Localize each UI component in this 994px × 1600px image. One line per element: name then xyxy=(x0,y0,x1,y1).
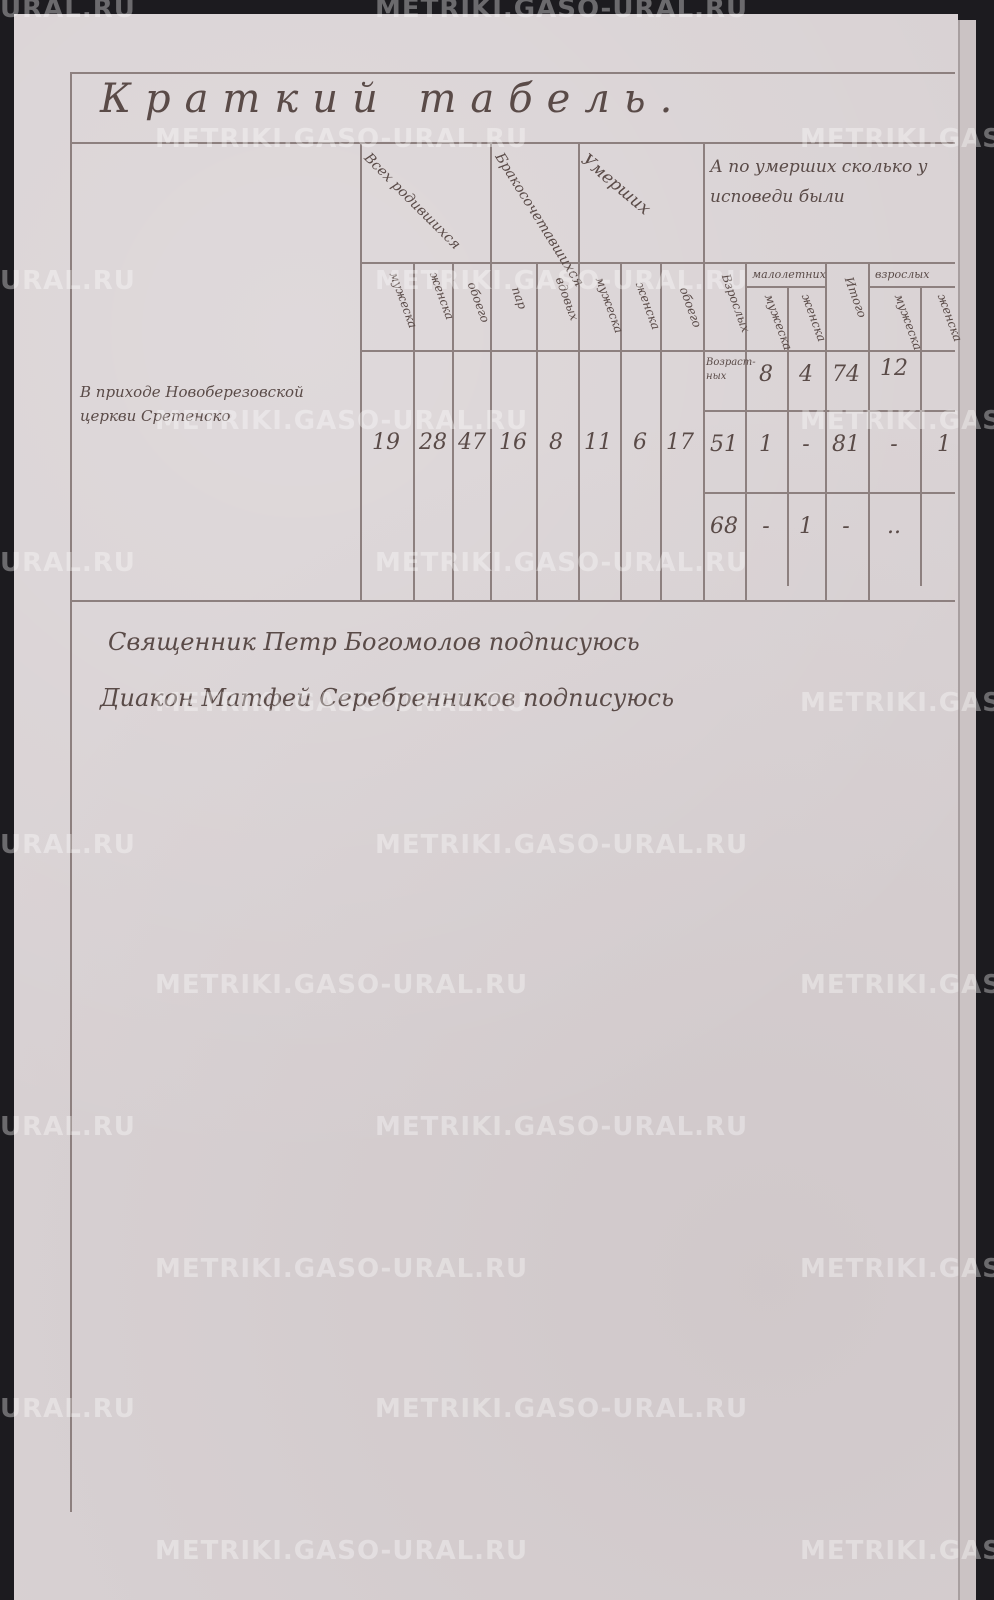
table-border-top xyxy=(70,72,955,74)
col-line xyxy=(745,262,747,600)
col-line xyxy=(536,262,538,600)
group-header-divider xyxy=(360,262,955,264)
upper-row-label: Возраст-ных xyxy=(706,357,756,382)
watermark: METRIKI.GASO-URAL.RU xyxy=(155,970,529,1000)
watermark: METRIKI.GASO-URAL.RU xyxy=(800,1536,994,1566)
watermark: URAL.RU xyxy=(0,830,136,860)
cell-value: - xyxy=(762,514,770,539)
row-divider-lower xyxy=(703,492,955,494)
watermark: METRIKI.GASO-URAL.RU xyxy=(375,548,749,578)
row-divider-upper xyxy=(703,410,955,412)
page-edge xyxy=(958,20,976,1600)
watermark: METRIKI.GASO-URAL.RU xyxy=(800,124,994,154)
watermark: METRIKI.GASO-URAL.RU xyxy=(155,1536,529,1566)
watermark: METRIKI.GASO-URAL.RU xyxy=(800,970,994,1000)
cell-value: 6 xyxy=(633,430,647,455)
cell-value: 28 xyxy=(419,430,447,455)
label-column-divider xyxy=(360,142,362,600)
col-line xyxy=(825,262,827,600)
cell-value: 19 xyxy=(372,430,400,455)
signature-deacon: Диакон Матфей Серебренников подписуюсь xyxy=(100,684,675,712)
watermark: URAL.RU xyxy=(0,0,136,24)
cell-value: .. xyxy=(887,514,901,539)
document-title: Краткий табель. xyxy=(100,76,687,122)
cell-value: 1 xyxy=(759,432,773,457)
title-divider xyxy=(70,142,955,144)
watermark: URAL.RU xyxy=(0,266,136,296)
document-page xyxy=(14,14,958,1600)
watermark: METRIKI.GASO-URAL.RU xyxy=(375,830,749,860)
cell-value: 12 xyxy=(880,356,908,381)
cell-value: - xyxy=(842,514,850,539)
table-border-bottom xyxy=(70,600,955,602)
group-header-confession: А по умерших сколько у исповеди были xyxy=(710,157,928,207)
subgroup-divider xyxy=(745,286,825,288)
watermark: METRIKI.GASO-URAL.RU xyxy=(800,1254,994,1284)
subgroup-adults: взрослых xyxy=(875,268,930,281)
left-margin-line xyxy=(70,72,72,1512)
watermark: METRIKI.GASO-URAL.RU xyxy=(375,266,749,296)
watermark: URAL.RU xyxy=(0,1394,136,1424)
watermark: METRIKI.GASO-URAL.RU xyxy=(155,1254,529,1284)
group-line xyxy=(578,142,580,600)
cell-value: 1 xyxy=(937,432,951,457)
col-line xyxy=(868,262,870,600)
watermark: METRIKI.GASO-URAL.RU xyxy=(155,406,529,436)
cell-value: 1 xyxy=(799,514,813,539)
cell-value: 16 xyxy=(499,430,527,455)
cell-value: 4 xyxy=(799,362,813,387)
col-line xyxy=(920,286,922,586)
cell-value: 74 xyxy=(832,362,860,387)
subgroup-divider-2 xyxy=(868,286,955,288)
cell-value: - xyxy=(890,432,898,457)
watermark: METRIKI.GASO-URAL.RU xyxy=(155,688,529,718)
group-line xyxy=(703,142,705,600)
watermark: METRIKI.GASO-URAL.RU xyxy=(375,0,749,24)
watermark: METRIKI.GASO-URAL.RU xyxy=(800,406,994,436)
subheader-divider xyxy=(360,350,955,352)
col-line xyxy=(413,262,415,600)
watermark: METRIKI.GASO-URAL.RU xyxy=(375,1112,749,1142)
cell-value: - xyxy=(802,432,810,457)
cell-value: 8 xyxy=(759,362,773,387)
watermark: URAL.RU xyxy=(0,1112,136,1142)
row-label: В приходе Новоберезовской церкви Сретенс… xyxy=(80,383,304,425)
watermark: URAL.RU xyxy=(0,548,136,578)
col-line xyxy=(620,262,622,600)
col-line xyxy=(787,286,789,586)
signature-priest: Священник Петр Богомолов подписуюсь xyxy=(108,628,640,656)
watermark: METRIKI.GASO-URAL.RU xyxy=(155,124,529,154)
cell-value: 68 xyxy=(710,514,738,539)
col-line xyxy=(660,262,662,600)
col-line xyxy=(452,262,454,600)
watermark: METRIKI.GASO-URAL.RU xyxy=(800,688,994,718)
cell-value: 17 xyxy=(666,430,694,455)
cell-value: 11 xyxy=(584,430,612,455)
cell-value: 51 xyxy=(710,432,738,457)
watermark: METRIKI.GASO-URAL.RU xyxy=(375,1394,749,1424)
subgroup-minors: малолетних xyxy=(752,268,826,281)
group-line xyxy=(490,142,492,600)
cell-value: 8 xyxy=(549,430,563,455)
cell-value: 47 xyxy=(458,430,486,455)
cell-value: 81 xyxy=(832,432,860,457)
